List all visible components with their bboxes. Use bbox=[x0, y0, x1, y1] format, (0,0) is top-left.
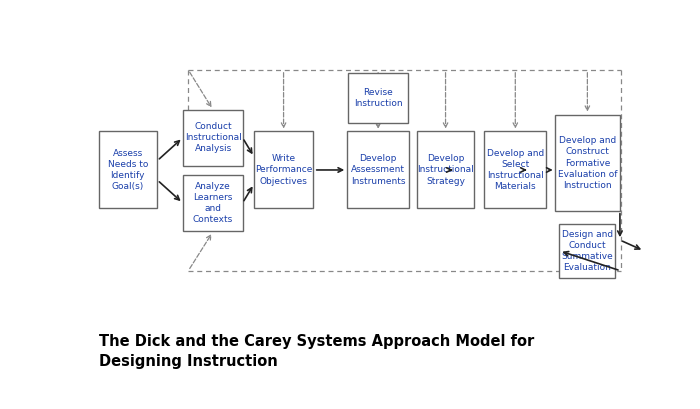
Bar bbox=[253, 131, 314, 209]
Text: Develop
Assessment
Instruments: Develop Assessment Instruments bbox=[351, 154, 405, 186]
Bar bbox=[417, 131, 474, 209]
Bar bbox=[555, 115, 620, 211]
Text: Assess
Needs to
Identify
Goal(s): Assess Needs to Identify Goal(s) bbox=[108, 149, 148, 191]
Text: Develop
Instructional
Strategy: Develop Instructional Strategy bbox=[417, 154, 474, 186]
Text: The Dick and the Carey Systems Approach Model for
Designing Instruction: The Dick and the Carey Systems Approach … bbox=[99, 334, 535, 369]
Bar bbox=[559, 224, 615, 278]
Bar bbox=[183, 175, 243, 231]
Text: Develop and
Construct
Formative
Evaluation of
Instruction: Develop and Construct Formative Evaluati… bbox=[558, 136, 617, 190]
Bar bbox=[347, 131, 409, 209]
Text: Develop and
Select
Instructional
Materials: Develop and Select Instructional Materia… bbox=[486, 149, 544, 191]
Bar bbox=[99, 131, 157, 209]
Bar bbox=[183, 110, 243, 166]
Text: Conduct
Instructional
Analysis: Conduct Instructional Analysis bbox=[185, 122, 242, 153]
Bar bbox=[484, 131, 546, 209]
Text: Analyze
Learners
and
Contexts: Analyze Learners and Contexts bbox=[193, 182, 233, 224]
Text: Revise
Instruction: Revise Instruction bbox=[354, 88, 402, 108]
Bar bbox=[349, 72, 408, 123]
Text: Design and
Conduct
Summative
Evaluation: Design and Conduct Summative Evaluation bbox=[561, 230, 613, 272]
Text: Write
Performance
Objectives: Write Performance Objectives bbox=[255, 154, 312, 186]
